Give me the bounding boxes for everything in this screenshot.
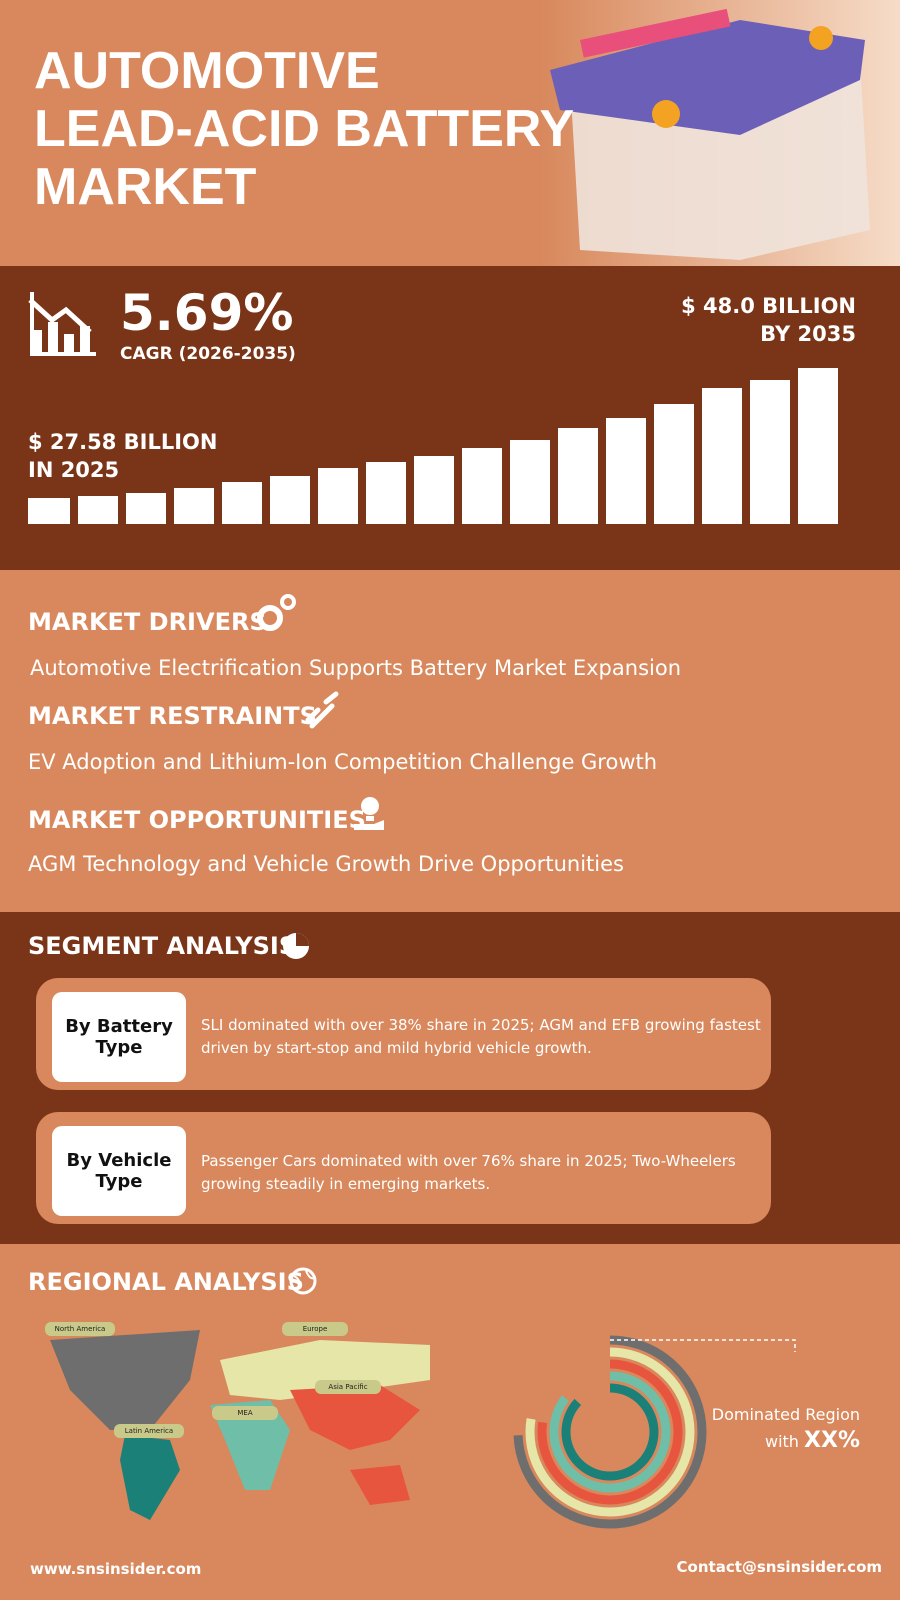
segment-band: SEGMENT ANALYSIS By Battery Type SLI domi… [0,912,900,1244]
dominated-share: with XX% [712,1428,860,1455]
growth-bar [558,428,598,524]
start-value: $ 27.58 BILLION IN 2025 [28,428,217,484]
growth-bar [366,462,406,524]
idea-icon [354,797,384,830]
gear-icon [257,594,296,631]
label-line: By Vehicle [66,1150,172,1171]
with-text: with [764,1432,799,1451]
growth-bars [28,368,838,524]
title-line: AUTOMOTIVE [34,42,380,100]
region-label: Asia Pacific [328,1383,367,1391]
growth-bar [174,488,214,524]
start-year: IN 2025 [28,458,120,482]
segment-label: By Vehicle Type [52,1126,186,1216]
drivers-text: Automotive Electrification Supports Batt… [30,656,681,680]
segment-card: By Vehicle Type Passenger Cars dominated … [36,1112,771,1224]
label-line: Type [95,1037,143,1058]
growth-bar [606,418,646,524]
growth-bar [702,388,742,524]
segment-text: SLI dominated with over 38% share in 202… [201,1016,761,1057]
drivers-title: MARKET DRIVERS [28,608,267,636]
growth-bar [798,368,838,524]
share-text: XX% [804,1428,860,1453]
restraints-title: MARKET RESTRAINTS [28,702,317,730]
pie-icon [283,933,309,959]
ring-graphic [513,1335,796,1529]
growth-bar [78,496,118,524]
end-amount: $ 48.0 BILLION [681,294,856,318]
title-line: LEAD-ACID BATTERY [34,100,575,158]
region-label: Europe [303,1325,328,1333]
chart-icon [28,292,96,356]
region-label: MEA [237,1409,252,1417]
cagr-label: CAGR (2026-2035) [120,344,296,364]
dominated-region: Dominated Region with XX% [712,1402,860,1455]
end-year: BY 2035 [760,322,856,346]
title-line: MARKET [34,158,257,216]
growth-bar [750,380,790,524]
segment-card: By Battery Type SLI dominated with over 3… [36,978,771,1090]
growth-bar [28,498,70,524]
segment-label: By Battery Type [52,992,186,1082]
segment-title: SEGMENT ANALYSIS [28,932,297,960]
start-amount: $ 27.58 BILLION [28,430,218,454]
growth-bar [126,493,166,524]
growth-bar [222,482,262,524]
growth-bar [510,440,550,524]
opportunities-text: AGM Technology and Vehicle Growth Drive … [28,852,624,876]
growth-bar [462,448,502,524]
label-line: By Battery [65,1016,173,1037]
contact: Contact@snsinsider.com [676,1558,882,1576]
globe-icon [289,1267,317,1295]
growth-bar [414,456,454,524]
link-icon [305,691,339,729]
dominated-label: Dominated Region [711,1405,860,1424]
growth-bar [318,468,358,524]
regional-title: REGIONAL ANALYSIS [28,1268,304,1296]
website: www.snsinsider.com [30,1560,202,1578]
end-value: $ 48.0 BILLION BY 2035 [681,292,856,348]
label-line: Type [95,1171,143,1192]
battery-illustration [540,0,900,266]
cagr-value: 5.69% [120,284,294,342]
region-label: Latin America [125,1427,173,1435]
opportunities-title: MARKET OPPORTUNITIES [28,806,366,834]
stats-band: 5.69% CAGR (2026-2035) $ 48.0 BILLION BY… [0,266,900,570]
growth-bar [270,476,310,524]
title: AUTOMOTIVE LEAD-ACID BATTERY MARKET [34,42,574,216]
growth-bar [654,404,694,524]
world-map: North America Europe Asia Pacific MEA La… [45,1322,430,1520]
region-label: North America [55,1325,106,1333]
restraints-text: EV Adoption and Lithium-Ion Competition … [28,750,658,774]
segment-text: Passenger Cars dominated with over 76% s… [201,1152,736,1193]
